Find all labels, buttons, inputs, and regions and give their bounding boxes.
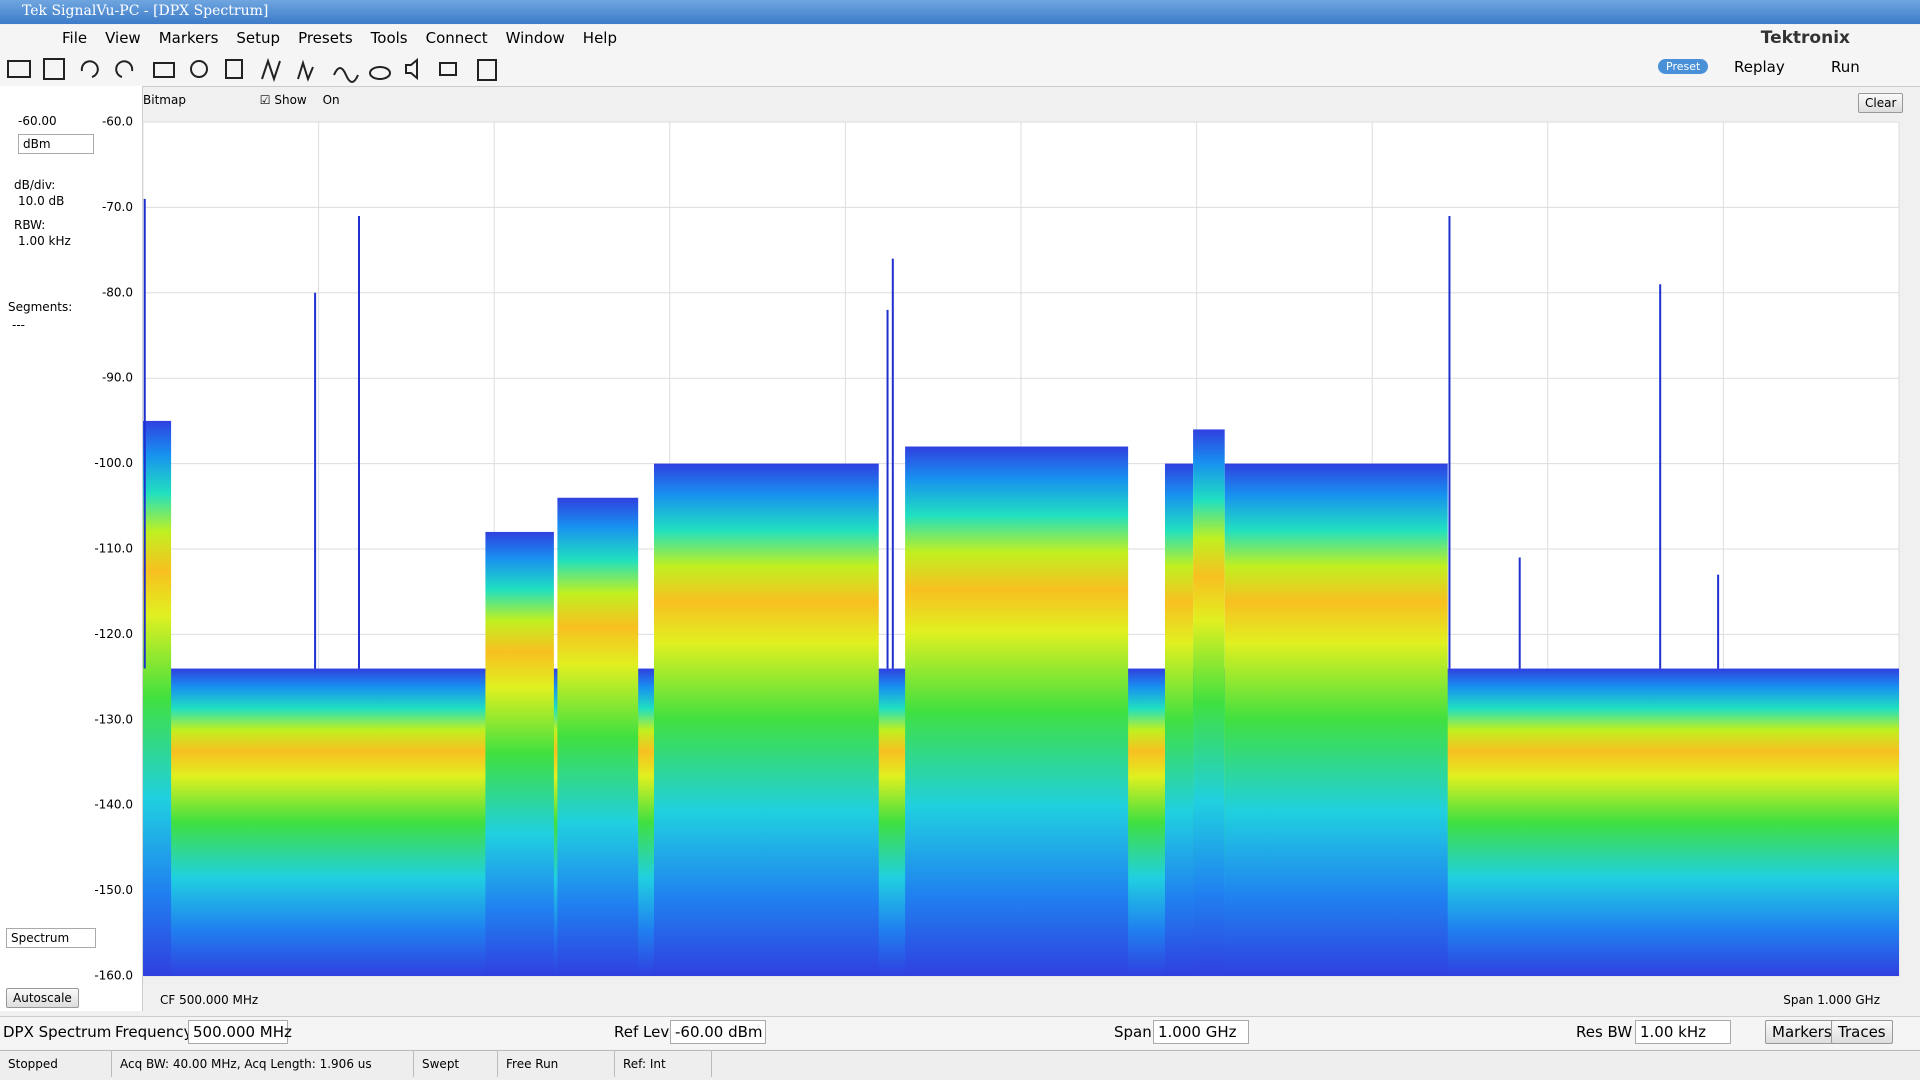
title-bar: Tek SignalVu-PC - [DPX Spectrum] xyxy=(0,0,1920,24)
markers-button[interactable]: Markers xyxy=(1765,1020,1839,1044)
ref-input[interactable]: -60.00 dBm xyxy=(670,1020,766,1044)
toolbar-icons xyxy=(7,57,497,83)
span-label: Span 1.000 GHz xyxy=(1783,993,1880,1007)
y-tick-label: -150.0 xyxy=(94,883,133,897)
menu-bar: File View Markers Setup Presets Tools Connect W… xyxy=(0,25,1920,51)
signal-band xyxy=(557,497,639,976)
icon[interactable] xyxy=(261,57,281,83)
view-select[interactable]: Spectrum xyxy=(6,928,96,948)
icon[interactable] xyxy=(297,59,314,82)
icon[interactable] xyxy=(333,67,359,83)
run-button[interactable]: Run xyxy=(1831,58,1860,76)
menu-item[interactable]: Setup xyxy=(236,29,281,47)
icon[interactable] xyxy=(405,57,418,81)
value: --- xyxy=(12,318,25,332)
icon[interactable] xyxy=(439,62,457,76)
status-cell: Ref: Int xyxy=(615,1051,712,1077)
menu-item[interactable]: Help xyxy=(582,29,617,47)
show-label[interactable]: Show xyxy=(274,93,307,107)
label: Segments: xyxy=(8,300,73,314)
mode: DPX Spectrum xyxy=(3,1023,112,1041)
signal-band xyxy=(905,446,1129,976)
icon[interactable] xyxy=(225,59,243,79)
icon[interactable] xyxy=(477,59,497,81)
signal-band xyxy=(1164,463,1194,977)
label: Ref Lev xyxy=(614,1023,670,1041)
value: 10.0 dB xyxy=(18,194,65,208)
frequency-input[interactable]: 500.000 MHz xyxy=(188,1020,292,1044)
ref-level: -60.00 xyxy=(18,114,57,128)
label: Res BW xyxy=(1576,1023,1633,1041)
signal-band xyxy=(143,420,172,976)
icon[interactable] xyxy=(115,60,134,78)
label: Frequency xyxy=(115,1023,193,1041)
menu-item[interactable]: View xyxy=(105,29,141,47)
icon[interactable] xyxy=(80,60,99,78)
rbw-input[interactable]: 1.00 kHz xyxy=(1635,1020,1731,1044)
y-tick-label: -120.0 xyxy=(94,627,133,641)
signal-band xyxy=(1193,429,1225,976)
y-tick-label: -90.0 xyxy=(102,371,133,385)
menu-item[interactable]: Markers xyxy=(158,29,219,47)
control-bar: DPX Spectrum Frequency 500.000 MHz Ref L… xyxy=(0,1016,1920,1049)
bitmap-label[interactable]: Bitmap xyxy=(143,93,186,107)
unit-select[interactable]: dBm xyxy=(18,134,94,154)
icon[interactable] xyxy=(190,60,208,78)
menu-item[interactable]: File xyxy=(62,29,88,47)
clear-button[interactable]: Clear xyxy=(1858,93,1904,113)
traces-button[interactable]: Traces xyxy=(1831,1020,1893,1044)
status-cell: Swept xyxy=(414,1051,498,1077)
brand: Tektronix xyxy=(1760,28,1850,48)
icon[interactable] xyxy=(153,62,175,78)
cf-label: CF 500.000 MHz xyxy=(160,993,259,1007)
status-cell: Acq BW: 40.00 MHz, Acq Length: 1.906 us xyxy=(112,1051,414,1077)
menu-item[interactable]: Connect xyxy=(425,29,488,47)
panel-header: Bitmap ☑ Show On xyxy=(143,93,340,107)
menu-item[interactable]: Tools xyxy=(370,29,408,47)
status-cell: Free Run xyxy=(498,1051,615,1077)
preset-button[interactable]: Preset xyxy=(1658,59,1709,74)
label: RBW: xyxy=(14,218,46,232)
autoscale-button[interactable]: Autoscale xyxy=(6,988,79,1008)
status-cell: Stopped xyxy=(0,1051,112,1077)
status-bar: Stopped Acq BW: 40.00 MHz, Acq Length: 1.… xyxy=(0,1050,1920,1079)
y-tick-label: -80.0 xyxy=(102,285,133,299)
on-label: On xyxy=(322,93,340,107)
menu-item[interactable]: Window xyxy=(505,29,565,47)
y-tick-label: -100.0 xyxy=(94,456,133,470)
signal-band xyxy=(1224,463,1448,977)
y-tick-label: -70.0 xyxy=(102,200,133,214)
window-title: Tek SignalVu-PC - [DPX Spectrum] xyxy=(22,3,269,19)
side-panel: -60.00 dBm dB/div: 10.0 dB RBW: 1.00 kHz… xyxy=(0,86,143,1011)
y-tick-label: -60.0 xyxy=(102,115,133,129)
icon[interactable] xyxy=(369,66,391,80)
menu-item[interactable]: Presets xyxy=(298,29,353,47)
toolbar: Preset Replay Run xyxy=(0,51,1920,87)
y-tick-label: -110.0 xyxy=(94,542,133,556)
icon[interactable] xyxy=(43,58,65,80)
replay-button[interactable]: Replay xyxy=(1734,58,1785,76)
signal-band xyxy=(485,531,554,976)
span-input[interactable]: 1.000 GHz xyxy=(1153,1020,1249,1044)
signal-band xyxy=(653,463,879,977)
y-tick-label: -140.0 xyxy=(94,798,133,812)
label: dB/div: xyxy=(14,178,56,192)
y-tick-label: -160.0 xyxy=(94,969,133,983)
label: Span xyxy=(1114,1023,1152,1041)
y-tick-label: -130.0 xyxy=(94,712,133,726)
icon[interactable] xyxy=(7,60,31,78)
value: 1.00 kHz xyxy=(18,234,71,248)
